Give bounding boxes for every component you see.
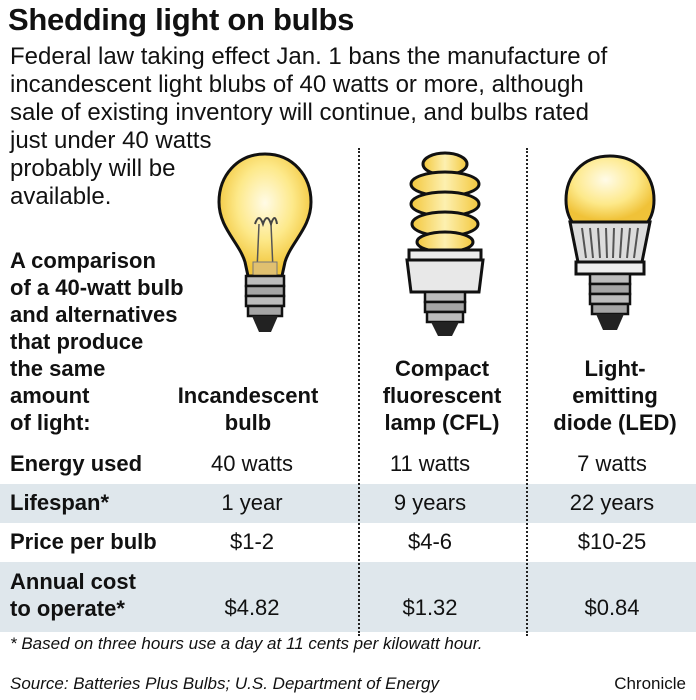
page-title: Shedding light on bulbs [8,2,355,37]
table-cell: 1 year [221,490,283,515]
column-divider [358,148,360,636]
table-cell: $0.84 [584,595,640,620]
column-header-incandescent: Incandescent bulb [163,382,333,436]
column-header-line: Compact [394,356,490,381]
comparison-label-line: of light: [10,410,91,435]
table-cell: $1-2 [229,529,275,554]
table-cell: $10-25 [577,529,647,554]
intro-line: probably will be [10,155,176,182]
intro-line: sale of existing inventory will continue… [10,99,589,126]
intro-line: incandescent light blubs of 40 watts or … [10,71,584,98]
table-cell: 40 watts [211,451,293,476]
intro-line: Federal law taking effect Jan. 1 bans th… [10,43,608,70]
table-row-background [0,562,696,632]
comparison-label-line: amount [10,383,90,408]
row-label-price-per-bulb: Price per bulb [10,529,157,554]
led-bulb-icon [564,154,656,330]
intro-line: just under 40 watts [10,127,212,154]
column-divider [526,148,528,636]
column-header-line: Incandescent [177,383,319,408]
table-cell: $4.82 [224,595,280,620]
column-header-line: bulb [224,410,272,435]
column-header-cfl: Compact fluorescent lamp (CFL) [357,355,527,436]
table-row-background [0,484,696,523]
footnote: * Based on three hours use a day at 11 c… [10,634,483,653]
column-header-line: diode (LED) [553,410,677,435]
column-header-line: fluorescent [382,383,502,408]
comparison-label-line: that produce [10,329,144,354]
table-cell: 11 watts [389,451,471,476]
comparison-label-line: the same [10,356,106,381]
row-label-line: Annual cost [10,569,136,594]
comparison-label-line: of a 40-watt bulb [10,275,184,300]
row-label-annual-cost: Annual cost to operate* [10,568,136,622]
column-header-led: Light- emitting diode (LED) [530,355,696,436]
table-cell: 7 watts [577,451,647,476]
column-header-line: Light- [584,356,646,381]
comparison-label-line: and alternatives [10,302,178,327]
column-header-line: lamp (CFL) [384,410,500,435]
column-header-line: emitting [572,383,658,408]
table-cell: $4-6 [407,529,453,554]
row-label-energy-used: Energy used [10,451,143,476]
table-cell: 22 years [569,490,655,515]
source-line: Source: Batteries Plus Bulbs; U.S. Depar… [10,674,439,693]
table-cell: $1.32 [402,595,458,620]
cfl-bulb-icon [405,151,485,336]
table-cell: 9 years [393,490,467,515]
row-label-lifespan: Lifespan* [10,490,110,515]
incandescent-bulb-icon [217,152,313,332]
credit-line: Chronicle [614,674,686,693]
comparison-label-line: A comparison [10,248,156,273]
row-label-line: to operate* [10,596,125,621]
intro-line: available. [10,183,112,210]
